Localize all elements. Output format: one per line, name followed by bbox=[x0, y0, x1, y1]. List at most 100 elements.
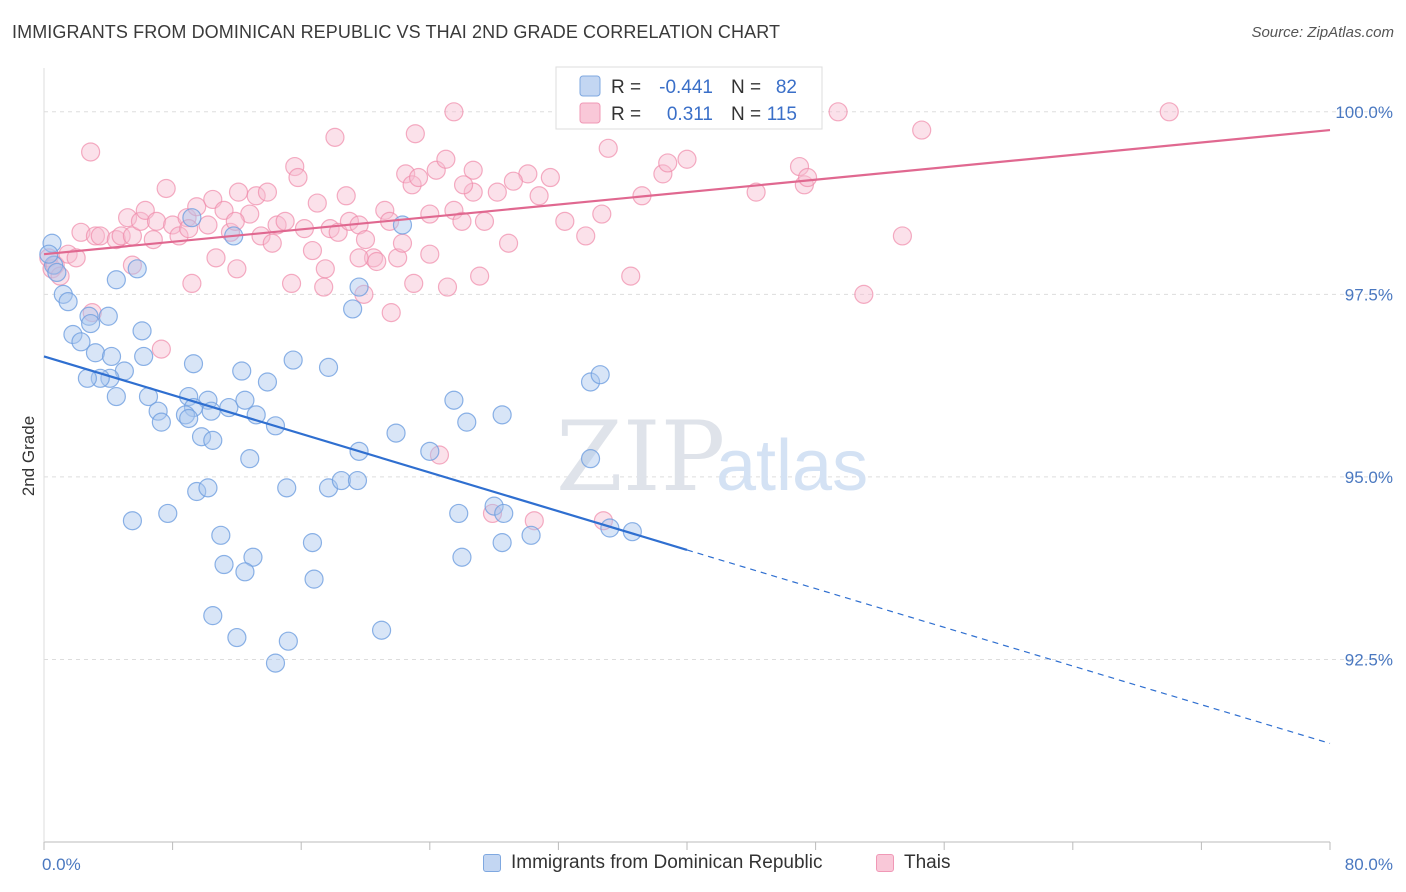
dominican-point bbox=[134, 346, 154, 367]
dominican-point bbox=[175, 405, 196, 425]
dominican-point bbox=[211, 525, 231, 545]
dominican-point bbox=[63, 324, 83, 345]
thais-point bbox=[828, 102, 848, 122]
dominican-point bbox=[302, 533, 323, 553]
series-dominican-points bbox=[39, 208, 642, 673]
dominican-point bbox=[101, 346, 122, 367]
thais-point bbox=[187, 197, 207, 217]
thais-point bbox=[392, 233, 413, 253]
y-tick-label: 100.0% bbox=[1335, 103, 1393, 122]
dominican-point bbox=[183, 354, 204, 374]
thais-point bbox=[198, 215, 218, 235]
thais-point bbox=[81, 142, 101, 162]
thais-point bbox=[436, 149, 456, 169]
dominican-point bbox=[492, 405, 512, 425]
thais-point bbox=[367, 251, 387, 272]
thais-point bbox=[1159, 102, 1179, 122]
dominican-point bbox=[79, 306, 99, 326]
dominican-point bbox=[494, 503, 514, 524]
thais-point bbox=[402, 175, 422, 195]
thais-point bbox=[182, 273, 202, 294]
dominican-point bbox=[484, 496, 504, 516]
thais-point bbox=[281, 273, 302, 294]
legend-swatch-thais bbox=[876, 854, 894, 872]
thais-point bbox=[470, 266, 490, 286]
thais-point bbox=[117, 208, 138, 228]
dominican-point bbox=[452, 547, 472, 567]
thais-point bbox=[598, 138, 618, 158]
dominican-point bbox=[347, 470, 368, 491]
thais-point bbox=[375, 200, 395, 220]
thais-point bbox=[71, 222, 91, 242]
dominican-point bbox=[492, 533, 512, 553]
thais-point bbox=[529, 186, 549, 206]
dominican-point bbox=[386, 423, 406, 443]
thais-point bbox=[854, 284, 874, 304]
thais-trend-line bbox=[43, 128, 1331, 256]
watermark-atlas: atlas bbox=[716, 426, 868, 506]
thais-point bbox=[156, 178, 176, 199]
y-tick-label: 92.5% bbox=[1345, 650, 1393, 669]
thais-point bbox=[653, 164, 673, 184]
thais-point bbox=[336, 186, 356, 206]
legend-item-dominican[interactable]: Immigrants from Dominican Republic bbox=[483, 852, 823, 874]
dominican-point bbox=[349, 277, 369, 297]
dominican-point bbox=[81, 313, 101, 334]
thais-point bbox=[621, 266, 641, 286]
legend-swatch-dominican bbox=[483, 854, 501, 872]
thais-point bbox=[388, 248, 408, 268]
dominican-point bbox=[240, 449, 260, 469]
dominican-point bbox=[106, 386, 126, 407]
legend-n-value-2: 115 bbox=[767, 104, 797, 125]
legend-r-label-2: R = bbox=[611, 104, 641, 125]
dominican-point bbox=[304, 569, 324, 589]
thais-point bbox=[576, 226, 596, 246]
dominican-point bbox=[265, 653, 286, 673]
dominican-point bbox=[232, 361, 252, 381]
thais-point bbox=[912, 120, 932, 140]
x-tick-label-min: 0.0% bbox=[42, 855, 81, 874]
dominican-point bbox=[187, 481, 207, 502]
thais-point bbox=[225, 211, 245, 231]
dominican-point bbox=[457, 412, 477, 432]
dominican-point bbox=[283, 350, 303, 370]
legend-n-value-1: 82 bbox=[776, 77, 797, 98]
dominican-point bbox=[444, 390, 464, 410]
thais-point bbox=[66, 248, 86, 268]
watermark: ZIP atlas bbox=[556, 401, 868, 513]
source-label: Source: ZipAtlas.com bbox=[1251, 24, 1394, 41]
dominican-point bbox=[318, 357, 339, 377]
dominican-point bbox=[198, 478, 218, 498]
legend-item-thais[interactable]: Thais bbox=[876, 852, 950, 874]
dominican-point bbox=[98, 306, 118, 326]
x-tick-labels: 0.0% 80.0% bbox=[42, 855, 1393, 874]
thais-point bbox=[227, 259, 247, 279]
dominican-point bbox=[590, 365, 610, 385]
thais-point bbox=[251, 226, 271, 246]
thais-point bbox=[396, 164, 416, 184]
dominican-point bbox=[122, 511, 143, 531]
chart-title: IMMIGRANTS FROM DOMINICAN REPUBLIC VS TH… bbox=[12, 22, 781, 42]
thais-point bbox=[797, 167, 818, 188]
thais-point bbox=[315, 259, 335, 279]
y-axis-title: 2nd Grade bbox=[19, 416, 38, 496]
thais-point bbox=[420, 204, 440, 224]
y-tick-labels: 92.5% 95.0% 97.5% 100.0% bbox=[1335, 103, 1393, 670]
thais-point bbox=[658, 153, 678, 173]
thais-point bbox=[482, 503, 503, 524]
thais-point bbox=[474, 211, 495, 231]
dominican-point bbox=[85, 343, 106, 363]
thais-point bbox=[487, 182, 507, 202]
legend-n-label-2: N = bbox=[731, 104, 761, 125]
y-tick-label: 97.5% bbox=[1345, 285, 1393, 304]
thais-point bbox=[677, 149, 697, 169]
dominican-point bbox=[235, 562, 255, 582]
dominican-point bbox=[580, 449, 601, 469]
thais-point bbox=[503, 171, 523, 191]
thais-point bbox=[381, 303, 401, 323]
thais-point bbox=[179, 219, 199, 239]
dominican-point bbox=[278, 631, 298, 651]
dominican-point bbox=[47, 262, 67, 283]
watermark-zip: ZIP bbox=[556, 401, 725, 513]
